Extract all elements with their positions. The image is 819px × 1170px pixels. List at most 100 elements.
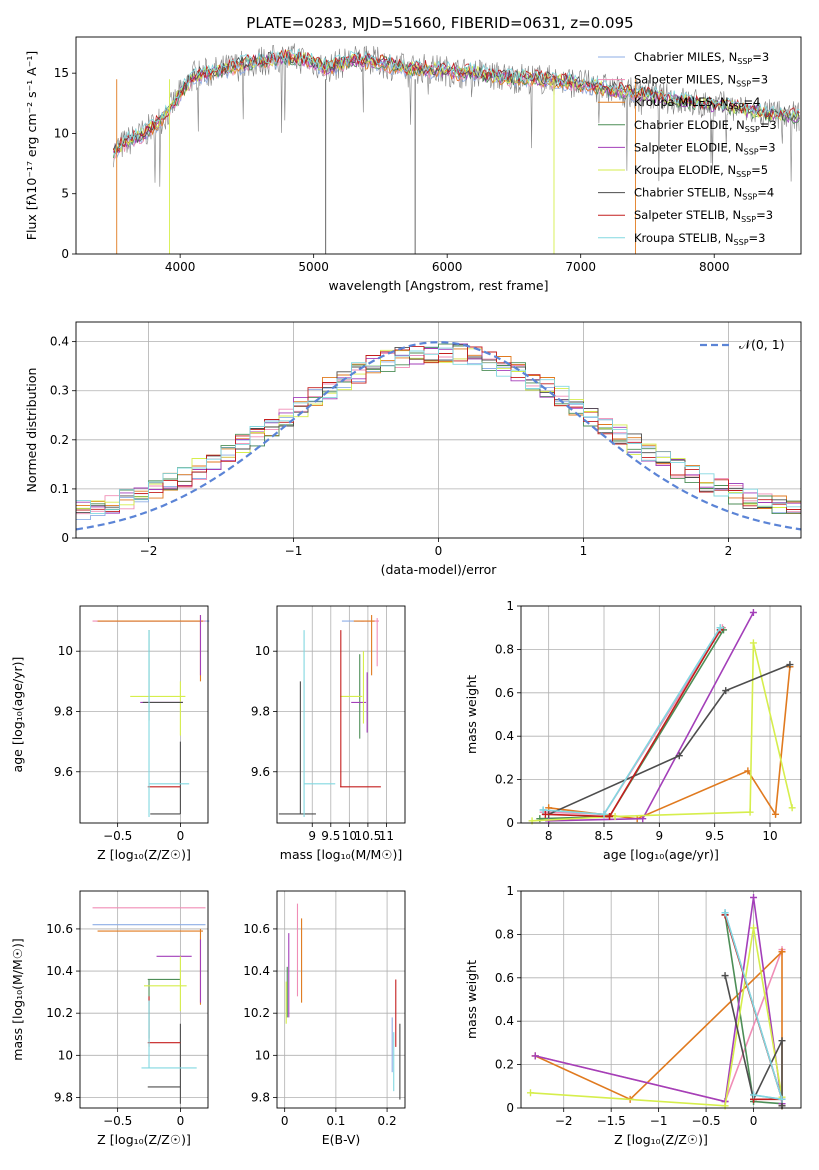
figure-title: PLATE=0283, MJD=51660, FIBERID=0631, z=0… bbox=[246, 14, 633, 32]
x-axis-label: Z [log₁₀(Z/Z☉)] bbox=[97, 1132, 191, 1147]
y-axis-label: age [log₁₀(age/yr)] bbox=[10, 657, 25, 773]
weight-marker bbox=[778, 1095, 786, 1103]
y-tick-label: 5 bbox=[61, 187, 69, 201]
weight-marker bbox=[716, 624, 724, 632]
weight-line-kroupa-elodie bbox=[530, 927, 783, 1107]
x-tick-label: 9 bbox=[656, 829, 664, 843]
weight-marker bbox=[606, 812, 614, 820]
x-axis-label: age [log₁₀(age/yr)] bbox=[603, 847, 719, 862]
x-tick-label: 1 bbox=[580, 544, 588, 558]
y-tick-label: 1 bbox=[506, 884, 514, 898]
weight-line-salpeter-elodie bbox=[535, 897, 783, 1104]
x-tick-label: 9 bbox=[308, 829, 316, 843]
y-tick-label: 9.6 bbox=[54, 765, 73, 779]
weight-line-chabrier-elodie bbox=[539, 629, 725, 820]
weight-vs-age-panel: 8 8.5 9 9.5 10 0 0.2 0.4 0.6 0.8 1 age [log₁₀(age/y… bbox=[464, 599, 802, 862]
residual-histogram-kroupa-stelib bbox=[76, 347, 801, 514]
x-tick-label: 8.5 bbox=[594, 829, 613, 843]
y-tick-label: 0.6 bbox=[495, 971, 514, 985]
x-tick-label: −2 bbox=[140, 544, 158, 558]
y-tick-label: 10 bbox=[255, 644, 270, 658]
legend-label: Kroupa MILES, NSSP=4 bbox=[634, 95, 760, 111]
x-tick-label: 10 bbox=[762, 829, 777, 843]
y-tick-label: 0.8 bbox=[495, 642, 514, 656]
y-tick-label: 0.4 bbox=[495, 1014, 514, 1028]
weight-line-chabrier-miles bbox=[543, 627, 721, 816]
x-tick-label: 9.5 bbox=[321, 829, 340, 843]
y-tick-label: 0.2 bbox=[495, 773, 514, 787]
weight-marker bbox=[722, 687, 730, 695]
y-tick-label: 0.1 bbox=[50, 482, 69, 496]
legend-label: Kroupa ELODIE, NSSP=5 bbox=[634, 163, 768, 179]
axes-frame bbox=[79, 605, 209, 824]
x-tick-label: 0 bbox=[177, 1114, 185, 1128]
x-tick-label: −0.5 bbox=[103, 1114, 132, 1128]
model-spectrum-salpeter-miles bbox=[113, 52, 638, 160]
weight-marker bbox=[750, 894, 758, 902]
weight-line-kroupa-miles bbox=[548, 666, 791, 820]
y-tick-label: 10.2 bbox=[46, 1006, 73, 1020]
weight-marker bbox=[675, 752, 683, 760]
weight-marker bbox=[746, 808, 754, 816]
age-vs-metallicity-panel: −0.5 0 9.6 9.8 10 Z [log₁₀(Z/Z☉)] age [log₁₀(a… bbox=[10, 605, 210, 862]
x-tick-label: −1 bbox=[650, 1114, 668, 1128]
weight-marker bbox=[721, 972, 729, 980]
legend-label: Kroupa STELIB, NSSP=3 bbox=[634, 231, 765, 247]
weight-marker bbox=[772, 810, 780, 818]
legend-label: 𝒩(0, 1) bbox=[739, 337, 785, 352]
y-tick-label: 10.4 bbox=[243, 964, 270, 978]
x-tick-label: 10.5 bbox=[355, 829, 382, 843]
weight-marker bbox=[749, 639, 757, 647]
weight-marker bbox=[750, 924, 758, 932]
x-tick-label: 2 bbox=[725, 544, 733, 558]
model-spectrum-chabrier-miles bbox=[113, 54, 638, 159]
y-tick-label: 10 bbox=[255, 1048, 270, 1062]
y-tick-label: 9.8 bbox=[251, 1090, 270, 1104]
y-tick-label: 0.4 bbox=[50, 335, 69, 349]
y-axis-label: mass [log₁₀(M/M☉)] bbox=[10, 938, 25, 1060]
y-axis-label: mass weight bbox=[464, 675, 479, 754]
y-tick-label: 9.8 bbox=[54, 1090, 73, 1104]
axes-frame bbox=[520, 890, 802, 1109]
y-tick-label: 0.6 bbox=[495, 686, 514, 700]
spectrum-panel: 4000 5000 6000 7000 8000 0 5 10 15 wavelength [An… bbox=[24, 36, 802, 293]
x-tick-label: −1.5 bbox=[597, 1114, 626, 1128]
x-tick-label: 0.1 bbox=[326, 1114, 345, 1128]
weight-marker bbox=[539, 806, 547, 814]
y-axis-label: Normed distribution bbox=[24, 368, 39, 493]
y-tick-label: 10 bbox=[58, 644, 73, 658]
y-axis-label: mass weight bbox=[464, 960, 479, 1039]
x-axis-label: Z [log₁₀(Z/Z☉)] bbox=[97, 847, 191, 862]
weight-line-kroupa-miles bbox=[534, 949, 783, 1106]
x-tick-label: 0 bbox=[281, 1114, 289, 1128]
y-tick-label: 0.8 bbox=[495, 927, 514, 941]
axes-frame bbox=[520, 605, 802, 824]
x-tick-label: 11 bbox=[379, 829, 394, 843]
x-tick-label: 8 bbox=[545, 829, 553, 843]
weight-marker bbox=[778, 948, 786, 956]
spectrum-legend: Chabrier MILES, NSSP=3 Salpeter MILES, NS… bbox=[598, 50, 777, 247]
y-tick-label: 9.6 bbox=[251, 765, 270, 779]
axes-frame bbox=[75, 36, 802, 255]
mass-vs-extinction-panel: 0 0.1 0.2 9.8 10 10.2 10.4 10.6 E(B-V) bbox=[243, 890, 406, 1147]
x-tick-label: −2 bbox=[555, 1114, 573, 1128]
x-tick-label: 10 bbox=[342, 829, 357, 843]
weight-line-chabrier-stelib bbox=[548, 663, 791, 816]
x-tick-label: 4000 bbox=[165, 260, 196, 274]
y-tick-label: 10.6 bbox=[46, 922, 73, 936]
x-tick-label: −1 bbox=[285, 544, 303, 558]
legend-label: Chabrier MILES, NSSP=3 bbox=[634, 50, 769, 66]
x-tick-label: 0 bbox=[750, 1114, 758, 1128]
y-tick-label: 0 bbox=[506, 816, 514, 830]
axes-frame bbox=[75, 321, 802, 539]
y-tick-label: 0.4 bbox=[495, 729, 514, 743]
legend-label: Salpeter ELODIE, NSSP=3 bbox=[634, 140, 776, 156]
x-tick-label: −0.5 bbox=[692, 1114, 721, 1128]
model-spectrum-kroupa-stelib bbox=[113, 49, 800, 155]
residual-histogram-salpeter-stelib bbox=[76, 346, 801, 513]
weight-marker bbox=[750, 1091, 758, 1099]
y-tick-label: 9.8 bbox=[251, 704, 270, 718]
legend-label: Chabrier STELIB, NSSP=4 bbox=[634, 186, 774, 202]
x-tick-label: 0 bbox=[177, 829, 185, 843]
